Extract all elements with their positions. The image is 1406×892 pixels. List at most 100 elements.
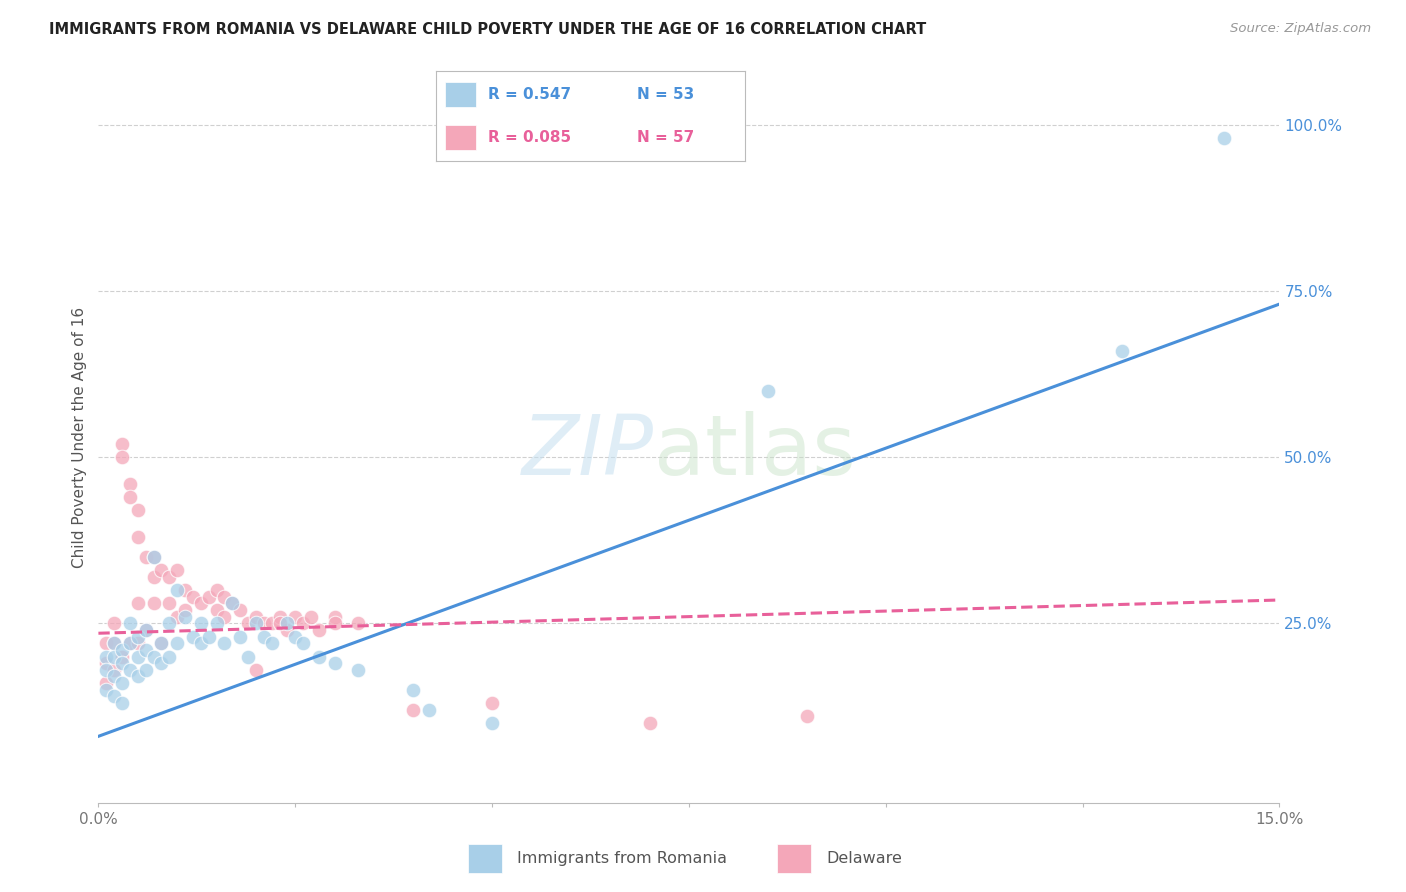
- Point: [197, 590, 219, 604]
- Point: [127, 503, 149, 517]
- Point: [103, 663, 125, 677]
- Point: [135, 643, 157, 657]
- Point: [181, 590, 204, 604]
- Point: [118, 476, 141, 491]
- Bar: [778, 844, 811, 873]
- Point: [292, 636, 315, 650]
- Point: [269, 609, 291, 624]
- Point: [127, 669, 149, 683]
- Point: [96, 676, 118, 690]
- Point: [796, 709, 818, 723]
- Point: [1213, 131, 1236, 145]
- Bar: [468, 844, 502, 873]
- Text: atlas: atlas: [654, 411, 855, 492]
- Point: [157, 570, 180, 584]
- Point: [236, 649, 259, 664]
- Point: [181, 630, 204, 644]
- Point: [402, 682, 425, 697]
- Point: [142, 570, 165, 584]
- Point: [214, 590, 236, 604]
- Text: R = 0.085: R = 0.085: [488, 130, 572, 145]
- Point: [150, 563, 173, 577]
- Point: [127, 530, 149, 544]
- Point: [111, 649, 134, 664]
- Point: [1111, 343, 1133, 358]
- Point: [245, 609, 267, 624]
- Point: [481, 696, 503, 710]
- Point: [150, 636, 173, 650]
- Point: [150, 636, 173, 650]
- Point: [221, 596, 243, 610]
- Point: [236, 616, 259, 631]
- Point: [111, 450, 134, 464]
- Point: [142, 549, 165, 564]
- Point: [142, 596, 165, 610]
- Point: [276, 616, 298, 631]
- Point: [135, 623, 157, 637]
- Bar: [446, 82, 477, 107]
- Point: [118, 636, 141, 650]
- Point: [229, 603, 252, 617]
- Point: [103, 636, 125, 650]
- Point: [103, 636, 125, 650]
- Point: [221, 596, 243, 610]
- Point: [190, 616, 212, 631]
- Text: R = 0.547: R = 0.547: [488, 87, 572, 102]
- Point: [96, 663, 118, 677]
- Text: Immigrants from Romania: Immigrants from Romania: [517, 851, 727, 866]
- Point: [96, 636, 118, 650]
- Point: [111, 656, 134, 670]
- Point: [166, 563, 188, 577]
- Point: [253, 630, 276, 644]
- Point: [127, 596, 149, 610]
- Point: [150, 656, 173, 670]
- Point: [96, 682, 118, 697]
- Text: ZIP: ZIP: [522, 411, 654, 492]
- Point: [166, 636, 188, 650]
- Point: [135, 549, 157, 564]
- Point: [174, 582, 197, 597]
- Point: [190, 636, 212, 650]
- Point: [229, 630, 252, 644]
- Point: [638, 716, 661, 731]
- Point: [323, 616, 346, 631]
- Point: [157, 616, 180, 631]
- Point: [253, 616, 276, 631]
- Point: [214, 636, 236, 650]
- Point: [245, 663, 267, 677]
- Text: Delaware: Delaware: [827, 851, 903, 866]
- Point: [245, 616, 267, 631]
- Point: [214, 609, 236, 624]
- Point: [308, 623, 330, 637]
- Text: Source: ZipAtlas.com: Source: ZipAtlas.com: [1230, 22, 1371, 36]
- Point: [292, 616, 315, 631]
- Point: [111, 676, 134, 690]
- Y-axis label: Child Poverty Under the Age of 16: Child Poverty Under the Age of 16: [72, 307, 87, 567]
- Point: [96, 649, 118, 664]
- Bar: [446, 125, 477, 150]
- Point: [323, 609, 346, 624]
- Point: [205, 603, 228, 617]
- Point: [197, 630, 219, 644]
- Point: [347, 616, 370, 631]
- Point: [174, 603, 197, 617]
- Point: [481, 716, 503, 731]
- Point: [103, 669, 125, 683]
- Text: IMMIGRANTS FROM ROMANIA VS DELAWARE CHILD POVERTY UNDER THE AGE OF 16 CORRELATIO: IMMIGRANTS FROM ROMANIA VS DELAWARE CHIL…: [49, 22, 927, 37]
- Point: [276, 623, 298, 637]
- Text: N = 57: N = 57: [637, 130, 695, 145]
- Point: [103, 616, 125, 631]
- Point: [174, 609, 197, 624]
- Point: [418, 703, 440, 717]
- Point: [111, 643, 134, 657]
- Point: [299, 609, 322, 624]
- Point: [135, 623, 157, 637]
- Point: [269, 616, 291, 631]
- Point: [111, 436, 134, 450]
- Point: [166, 609, 188, 624]
- Point: [308, 649, 330, 664]
- Point: [135, 663, 157, 677]
- Point: [127, 649, 149, 664]
- Point: [205, 616, 228, 631]
- Point: [402, 703, 425, 717]
